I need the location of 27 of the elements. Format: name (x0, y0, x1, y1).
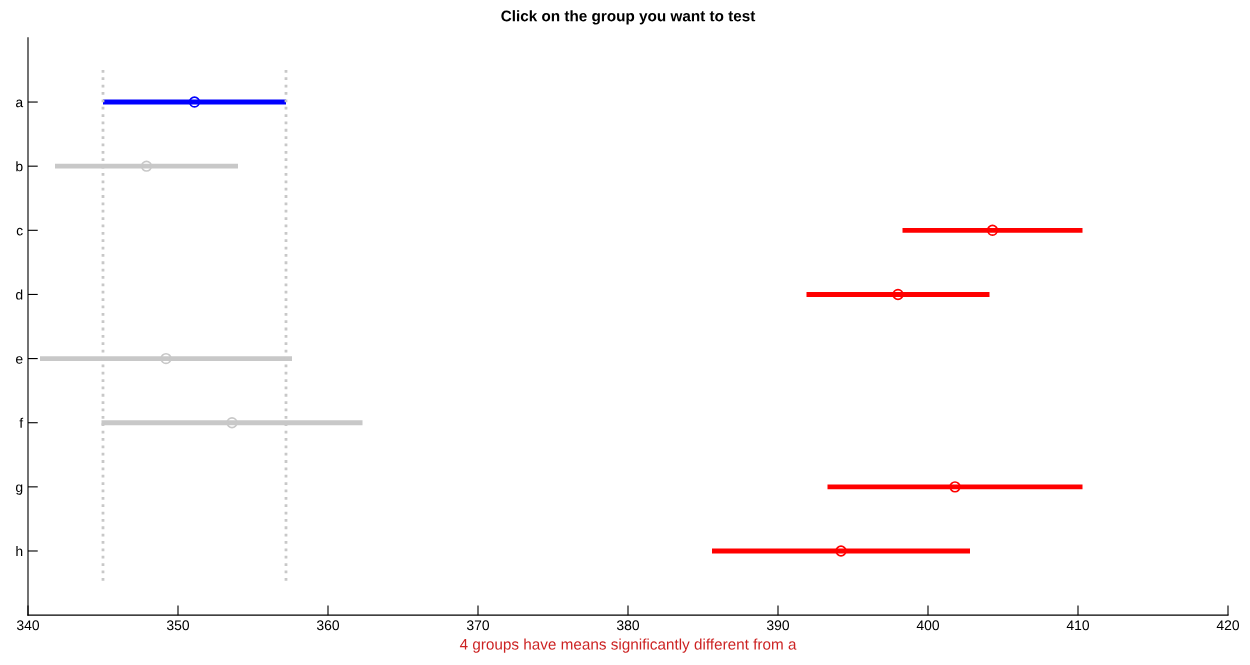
point (949, 481, 961, 493)
x-axis-title: 4 groups have means significantly different from a (459, 638, 797, 653)
point (835, 545, 847, 557)
point (986, 224, 999, 237)
x-tick-label: 350 (166, 620, 190, 631)
y-tick-label: f (19, 417, 24, 428)
chart-title: Click on the group you want to test (501, 10, 756, 25)
point (160, 352, 172, 365)
x-tick-label: 400 (916, 620, 940, 631)
x-tick-label: 420 (1216, 620, 1240, 631)
y-tick-label: g (16, 484, 23, 495)
y-tick-label: d (16, 289, 23, 300)
y-tick-label: e (16, 356, 23, 364)
y-tick-label: c (16, 227, 23, 236)
x-tick-label: 370 (466, 620, 490, 631)
x-tick-label: 360 (316, 620, 340, 631)
x-tick-label: 390 (766, 620, 790, 631)
x-tick-label: 380 (616, 620, 640, 631)
point (226, 417, 238, 429)
x-tick-label: 340 (16, 620, 40, 631)
point (188, 96, 201, 108)
point (892, 288, 904, 301)
y-tick-label: h (16, 545, 23, 557)
point (140, 160, 153, 172)
y-tick-label: a (16, 99, 24, 108)
x-tick-label: 410 (1066, 620, 1090, 631)
y-tick-label: b (16, 161, 23, 172)
